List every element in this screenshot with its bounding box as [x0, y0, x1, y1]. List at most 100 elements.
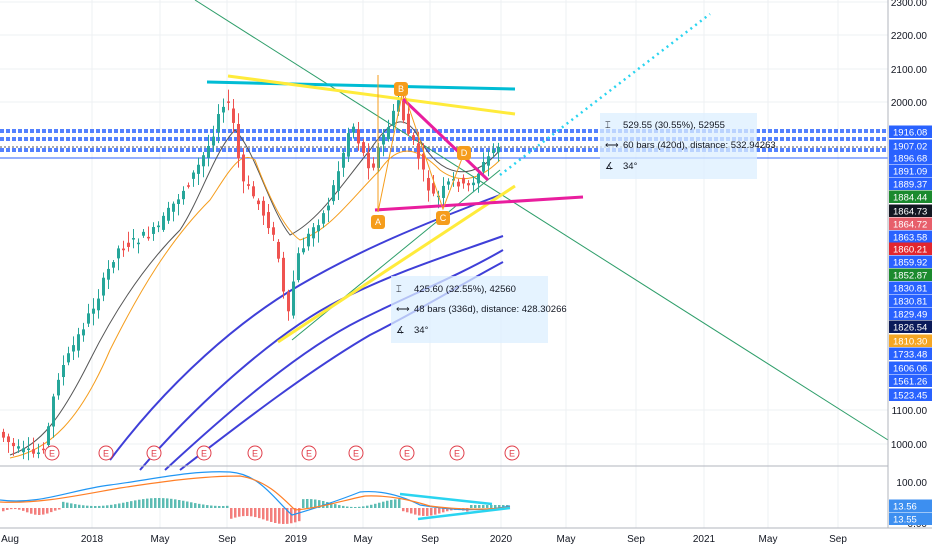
candle[interactable]	[262, 196, 265, 225]
candle[interactable]	[332, 179, 335, 205]
candle[interactable]	[372, 157, 375, 171]
candle[interactable]	[387, 119, 390, 142]
long-diagonal-trendline[interactable]	[194, 0, 889, 441]
candle[interactable]	[197, 157, 200, 185]
candle[interactable]	[157, 221, 160, 233]
candle[interactable]	[317, 219, 320, 243]
candle[interactable]	[322, 210, 325, 228]
candle[interactable]	[357, 121, 360, 151]
earnings-marker[interactable]: E	[196, 445, 212, 461]
candle[interactable]	[302, 237, 305, 255]
earnings-marker[interactable]: E	[504, 445, 520, 461]
macd-cyan-trend-lower[interactable]	[417, 506, 511, 521]
candle[interactable]	[117, 245, 120, 271]
cyan-projection-dotted[interactable]	[499, 13, 711, 176]
candle[interactable]	[102, 272, 105, 302]
candle[interactable]	[227, 89, 230, 111]
candle[interactable]	[87, 303, 90, 327]
candle[interactable]	[122, 240, 125, 257]
candle[interactable]	[417, 131, 420, 170]
candle[interactable]	[472, 176, 475, 193]
candle[interactable]	[7, 433, 10, 453]
candle[interactable]	[457, 178, 460, 192]
candle[interactable]	[347, 127, 350, 162]
earnings-marker[interactable]: E	[44, 445, 60, 461]
candle[interactable]	[92, 298, 95, 326]
candle[interactable]	[37, 443, 40, 459]
candle[interactable]	[147, 226, 150, 241]
candle[interactable]	[252, 181, 255, 199]
earnings-marker[interactable]: E	[146, 445, 162, 461]
candle[interactable]	[107, 260, 110, 290]
magenta-support-line[interactable]	[374, 195, 584, 212]
candle[interactable]	[407, 107, 410, 136]
candle[interactable]	[337, 161, 340, 200]
candle[interactable]	[182, 186, 185, 205]
candle[interactable]	[22, 440, 25, 460]
candle[interactable]	[367, 143, 370, 180]
candle[interactable]	[72, 336, 75, 360]
candle[interactable]	[17, 439, 20, 453]
candle[interactable]	[232, 99, 235, 133]
candle[interactable]	[112, 259, 115, 274]
candle[interactable]	[352, 123, 355, 139]
candle[interactable]	[82, 322, 85, 342]
candle[interactable]	[297, 247, 300, 283]
macd-pane[interactable]	[0, 471, 511, 524]
candle[interactable]	[442, 177, 445, 208]
candle[interactable]	[462, 174, 465, 189]
candle[interactable]	[287, 289, 290, 321]
candle[interactable]	[427, 170, 430, 202]
magenta-down-line[interactable]	[401, 97, 490, 182]
candle[interactable]	[2, 428, 5, 443]
candle[interactable]	[272, 221, 275, 241]
candle[interactable]	[202, 152, 205, 178]
macd-cyan-trend-upper[interactable]	[399, 492, 493, 506]
yellow-lower-channel[interactable]	[277, 184, 516, 344]
candle[interactable]	[412, 132, 415, 146]
earnings-marker[interactable]: E	[399, 445, 415, 461]
candle[interactable]	[177, 194, 180, 216]
candle[interactable]	[212, 125, 215, 152]
candle[interactable]	[247, 175, 250, 190]
candle[interactable]	[132, 228, 135, 249]
candle[interactable]	[192, 170, 195, 187]
candle[interactable]	[127, 231, 130, 252]
candle[interactable]	[277, 239, 280, 263]
candle[interactable]	[32, 437, 35, 458]
measure-box-lower[interactable]: ⌶ 425.60 (32.55%), 42560 ⟷ 48 bars (336d…	[391, 276, 567, 343]
candle[interactable]	[52, 393, 55, 438]
candle[interactable]	[152, 222, 155, 241]
candle[interactable]	[492, 143, 495, 158]
candle[interactable]	[497, 142, 500, 162]
candle[interactable]	[467, 180, 470, 192]
candle[interactable]	[312, 222, 315, 247]
candle[interactable]	[187, 182, 190, 189]
candle[interactable]	[12, 438, 15, 456]
candle[interactable]	[62, 355, 65, 386]
candle[interactable]	[267, 204, 270, 235]
candle[interactable]	[167, 201, 170, 224]
candle[interactable]	[242, 147, 245, 194]
candle[interactable]	[97, 289, 100, 319]
candle[interactable]	[137, 238, 140, 254]
candle[interactable]	[67, 346, 70, 366]
candle[interactable]	[257, 198, 260, 211]
time-axis[interactable]: Aug 2018 May Sep 2019 May Sep 2020 May Sep 2021 May…	[1, 534, 847, 545]
candle[interactable]	[392, 104, 395, 131]
earnings-marker[interactable]: E	[247, 445, 263, 461]
candle[interactable]	[217, 104, 220, 144]
candle[interactable]	[292, 270, 295, 319]
candle[interactable]	[57, 373, 60, 400]
yellow-upper-channel[interactable]	[227, 74, 516, 116]
candle[interactable]	[432, 175, 435, 197]
candle[interactable]	[237, 113, 240, 168]
candle[interactable]	[307, 228, 310, 251]
measure-box-upper[interactable]: ⌶ 529.55 (30.55%), 52955 ⟷ 60 bars (420d…	[600, 113, 776, 179]
candle[interactable]	[207, 134, 210, 167]
candle[interactable]	[482, 152, 485, 177]
earnings-marker[interactable]: E	[449, 445, 465, 461]
